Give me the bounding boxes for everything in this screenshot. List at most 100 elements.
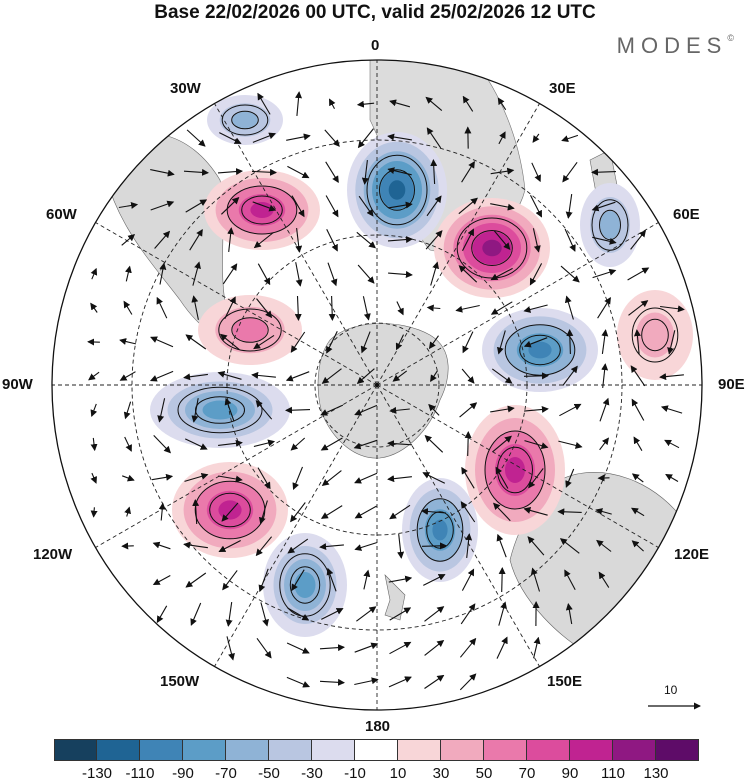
meridian-line	[211, 98, 378, 386]
lon-label-60w: 60W	[46, 206, 77, 223]
wind-arrow	[591, 168, 617, 176]
wind-arrow	[356, 368, 375, 384]
wind-arrow	[660, 405, 683, 414]
wind-arrow	[363, 569, 371, 590]
wind-arrow	[90, 507, 98, 518]
colorbar-swatch	[226, 739, 269, 761]
wind-arrow	[660, 305, 685, 313]
wind-arrow	[124, 265, 132, 282]
wind-arrow	[387, 475, 412, 483]
meridian-line	[90, 384, 378, 551]
wind-arrow	[665, 473, 679, 482]
colorbar-swatch	[398, 739, 441, 761]
wind-arrow	[295, 262, 303, 287]
colorbar-tick-label: 10	[389, 765, 407, 782]
wind-arrow	[226, 636, 235, 661]
wind-arrow	[292, 466, 304, 491]
wind-arrow	[430, 370, 438, 383]
wind-arrow	[461, 466, 475, 489]
wind-arrow	[490, 405, 515, 413]
wind-arrow	[631, 540, 644, 552]
wind-arrow	[152, 575, 171, 585]
wind-arrow	[388, 575, 413, 583]
wind-arrow	[326, 330, 338, 354]
wind-arrow	[253, 232, 274, 249]
wind-arrow	[389, 99, 411, 108]
lon-label-30e: 30E	[549, 80, 576, 97]
wind-arrow	[290, 331, 306, 353]
wind-arrow	[356, 606, 377, 622]
wind-arrow	[458, 197, 478, 215]
wind-arrow	[186, 129, 206, 147]
wind-arrow	[183, 168, 209, 176]
wind-arrow	[356, 100, 375, 108]
colorbar	[54, 739, 699, 761]
wind-arrow	[389, 607, 412, 621]
colorbar-tick-label: -10	[344, 765, 366, 782]
wind-arrow	[320, 505, 343, 519]
wind-arrow	[430, 261, 440, 286]
colorbar-swatch	[441, 739, 484, 761]
wind-arrow	[565, 468, 575, 488]
wind-arrow	[627, 267, 650, 281]
anomaly-positive-h3	[198, 295, 302, 365]
wind-arrow	[222, 570, 238, 591]
wind-arrow	[601, 329, 609, 354]
wind-arrow	[118, 202, 139, 209]
anomaly-negative-l1	[347, 132, 447, 248]
wind-arrow	[224, 296, 236, 320]
colorbar-swatch	[613, 739, 656, 761]
wind-arrow	[464, 431, 472, 457]
colorbar-tick-label: -130	[81, 765, 113, 782]
wind-arrow	[392, 370, 408, 382]
wind-arrow	[321, 368, 342, 384]
wind-arrow	[217, 370, 242, 380]
wind-arrow	[321, 470, 342, 487]
lon-label-30w: 30W	[170, 80, 201, 97]
wind-arrow	[491, 368, 513, 384]
wind-arrow	[252, 201, 277, 212]
lon-label-120w: 120W	[33, 546, 73, 563]
wind-arrow	[523, 304, 548, 313]
wind-arrow	[565, 194, 573, 219]
wind-arrow	[430, 159, 438, 185]
wind-arrow	[387, 133, 412, 141]
wind-arrow	[423, 574, 446, 586]
wind-arrow	[396, 301, 404, 316]
wind-arrow	[156, 605, 168, 624]
wind-arrow	[528, 468, 544, 489]
wind-arrow	[218, 475, 243, 483]
wind-arrow	[599, 397, 610, 422]
wind-arrow	[287, 538, 309, 554]
wind-arrow	[328, 295, 336, 321]
wind-arrow	[524, 405, 549, 413]
wind-arrow	[190, 602, 202, 626]
wind-arrow	[158, 502, 166, 521]
colorbar-swatch	[97, 739, 140, 761]
wind-arrow	[493, 230, 511, 250]
wind-arrow	[227, 227, 235, 252]
meridian-line	[90, 219, 378, 386]
wind-arrow	[389, 406, 410, 414]
wind-arrow	[219, 132, 242, 144]
wind-arrow	[252, 132, 277, 143]
colorbar-tick-label: 90	[561, 765, 579, 782]
wind-arrow	[422, 472, 446, 484]
anomaly-positive-h5	[465, 405, 565, 535]
lon-label-150e: 150E	[547, 673, 583, 690]
wind-arrow	[256, 298, 273, 319]
wind-arrow	[321, 608, 344, 620]
anomaly-negative-l4	[263, 533, 347, 637]
colorbar-swatch	[570, 739, 613, 761]
wind-arrow	[354, 642, 379, 653]
wind-arrow	[221, 502, 239, 522]
wind-arrow	[256, 637, 272, 659]
contour-line	[231, 110, 259, 130]
wind-arrow	[150, 169, 175, 177]
wind-arrow	[424, 674, 445, 689]
map-boundary	[51, 59, 703, 711]
wind-arrow	[90, 302, 98, 313]
wind-arrow	[319, 543, 344, 551]
wind-arrow	[564, 295, 574, 320]
wind-arrow	[191, 295, 199, 320]
